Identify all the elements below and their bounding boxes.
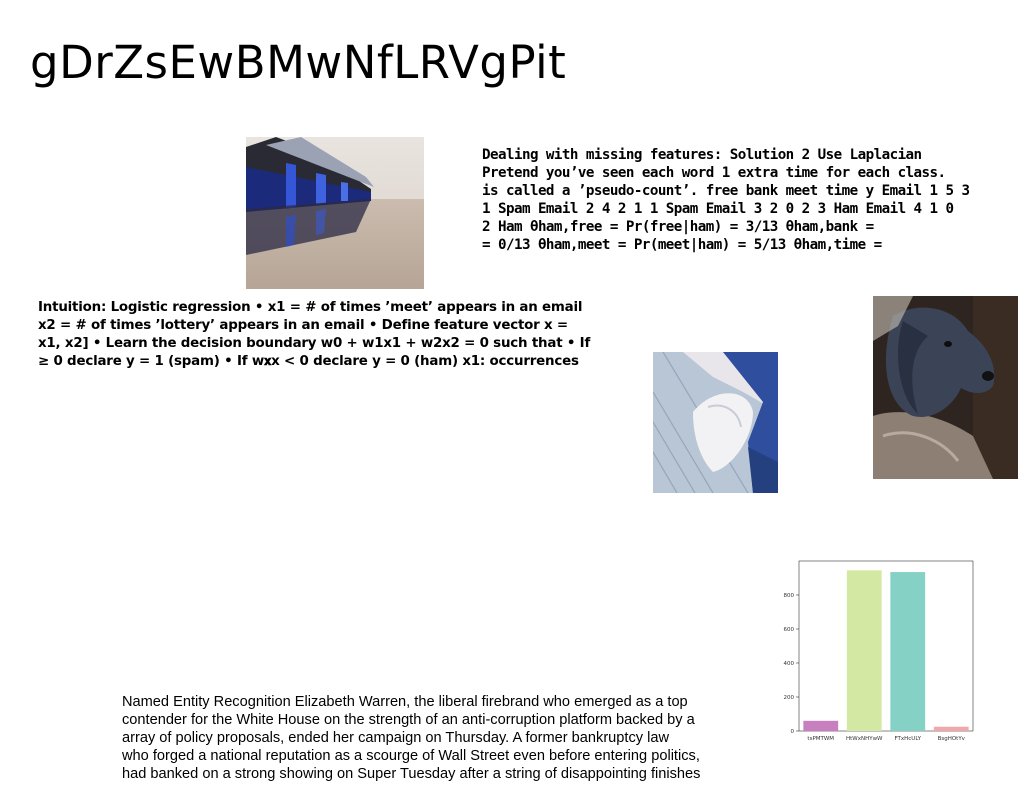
bar-BsgHOtYv — [933, 726, 969, 731]
named-entity-recognition-text: Named Entity Recognition Elizabeth Warre… — [122, 694, 701, 782]
y-tick-label: 0 — [791, 729, 795, 735]
laplacian-smoothing-text: Dealing with missing features: Solution … — [482, 147, 970, 253]
bar-tsPMTWM — [803, 720, 839, 731]
bar-FTxHcULY — [890, 572, 926, 731]
y-tick-label: 600 — [784, 627, 795, 633]
x-tick-label: tsPMTWM — [807, 736, 834, 742]
y-tick-label: 200 — [784, 695, 795, 701]
x-tick-label: FTxHcULY — [894, 736, 921, 742]
x-tick-label: HtWxNHYwW — [846, 736, 883, 742]
logistic-regression-text: Intuition: Logistic regression • x1 = # … — [38, 300, 591, 369]
boathouse-photo — [246, 137, 424, 289]
dog-photo — [873, 296, 1018, 479]
x-tick-label: BsgHOtYv — [938, 736, 966, 742]
y-tick-label: 400 — [784, 661, 795, 667]
plot-frame — [798, 560, 974, 732]
bar-HtWxNHYwW — [846, 570, 882, 731]
slide-title: gDrZsEwBMwNfLRVgPit — [30, 36, 567, 89]
y-tick-label: 800 — [784, 593, 795, 599]
bar-chart: 0 200 400 600 800 tsPMTWM HtWxNHYwW FTxHcULY Bs… — [770, 556, 980, 746]
person-photo — [653, 352, 778, 493]
